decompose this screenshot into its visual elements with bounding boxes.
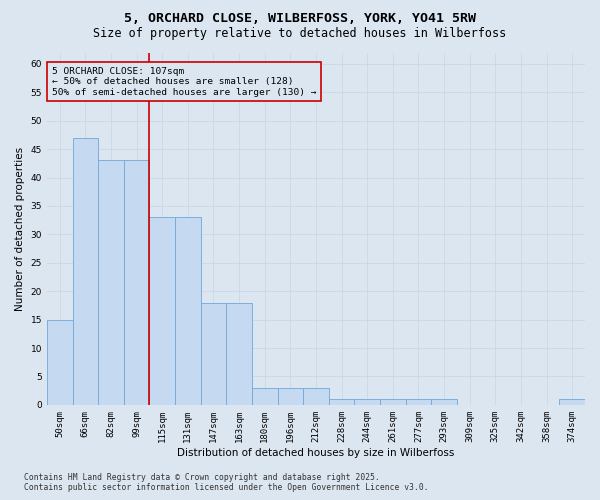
Text: Size of property relative to detached houses in Wilberfoss: Size of property relative to detached ho… [94,28,506,40]
Bar [380,399,406,405]
X-axis label: Distribution of detached houses by size in Wilberfoss: Distribution of detached houses by size … [177,448,455,458]
Text: 5, ORCHARD CLOSE, WILBERFOSS, YORK, YO41 5RW: 5, ORCHARD CLOSE, WILBERFOSS, YORK, YO41… [124,12,476,26]
Bar [226,302,252,405]
Bar [431,399,457,405]
Bar [329,399,355,405]
Bar [559,399,585,405]
Text: Contains HM Land Registry data © Crown copyright and database right 2025.
Contai: Contains HM Land Registry data © Crown c… [24,473,428,492]
Bar [47,320,73,405]
Y-axis label: Number of detached properties: Number of detached properties [15,146,25,310]
Bar [124,160,149,405]
Bar [175,218,200,405]
Bar [149,218,175,405]
Bar [252,388,278,405]
Bar [406,399,431,405]
Bar [278,388,303,405]
Bar [200,302,226,405]
Text: 5 ORCHARD CLOSE: 107sqm
← 50% of detached houses are smaller (128)
50% of semi-d: 5 ORCHARD CLOSE: 107sqm ← 50% of detache… [52,66,317,96]
Bar [355,399,380,405]
Bar [73,138,98,405]
Bar [303,388,329,405]
Bar [98,160,124,405]
